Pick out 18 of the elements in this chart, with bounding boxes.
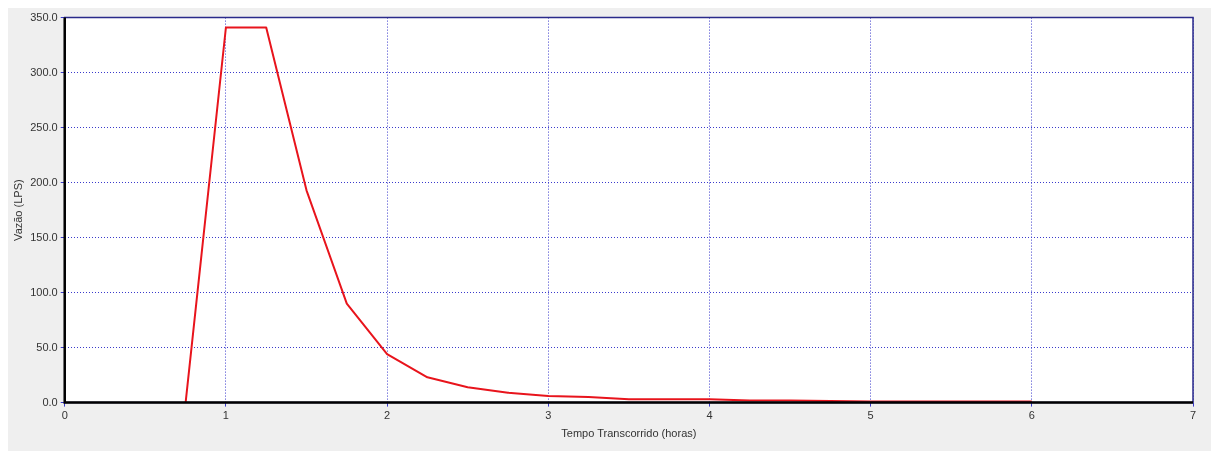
x-axis-title: Tempo Transcorrido (horas) — [561, 427, 697, 440]
x-tick-label: 4 — [706, 409, 713, 422]
x-tick-label: 3 — [545, 409, 552, 422]
y-tick-label: 300.0 — [30, 65, 58, 78]
x-tick-label: 5 — [867, 409, 874, 422]
y-tick-label: 350.0 — [30, 10, 58, 23]
y-tick-label: 150.0 — [30, 230, 58, 243]
y-tick-label: 200.0 — [30, 175, 58, 188]
x-tick-label: 6 — [1028, 409, 1035, 422]
y-tick-label: 0.0 — [42, 395, 58, 408]
x-tick-label: 7 — [1189, 409, 1197, 422]
y-tick-label: 100.0 — [30, 285, 58, 298]
y-tick-label: 250.0 — [30, 120, 58, 133]
x-tick-label: 0 — [61, 409, 68, 422]
x-tick-label: 2 — [384, 409, 391, 422]
y-axis-title: Vazão (LPS) — [11, 179, 24, 241]
x-tick-label: 1 — [222, 409, 229, 422]
y-tick-label: 50.0 — [36, 340, 58, 353]
